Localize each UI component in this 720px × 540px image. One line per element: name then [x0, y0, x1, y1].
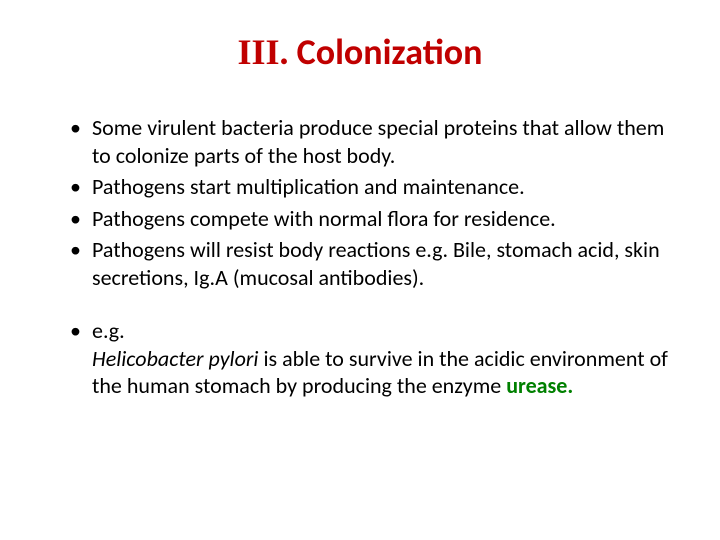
slide: III. Colonization Some virulent bacteria…: [0, 0, 720, 540]
bullet-text: Pathogens compete with normal flora for …: [92, 205, 556, 232]
title-rest: Colonization: [289, 30, 483, 74]
list-item: Some virulent bacteria produce special p…: [70, 114, 680, 169]
slide-title: III. Colonization: [40, 30, 680, 74]
list-item: Pathogens compete with normal flora for …: [70, 205, 680, 233]
example-italic: Helicobacter pylori: [92, 345, 258, 372]
bullet-text: Some virulent bacteria produce special p…: [92, 114, 664, 169]
bullet-list: Some virulent bacteria produce special p…: [40, 114, 680, 400]
example-highlight: urease.: [506, 372, 573, 399]
list-item: Pathogens start multiplication and maint…: [70, 173, 680, 201]
title-roman: III.: [238, 32, 289, 72]
bullet-text: Pathogens will resist body reactions e.g…: [92, 236, 660, 291]
bullet-text: Pathogens start multiplication and maint…: [92, 173, 525, 200]
list-item: Pathogens will resist body reactions e.g…: [70, 236, 680, 291]
spacer: [70, 295, 680, 313]
example-label: e.g.: [92, 317, 125, 344]
list-item-example: e.g. Helicobacter pylori is able to surv…: [70, 317, 680, 400]
